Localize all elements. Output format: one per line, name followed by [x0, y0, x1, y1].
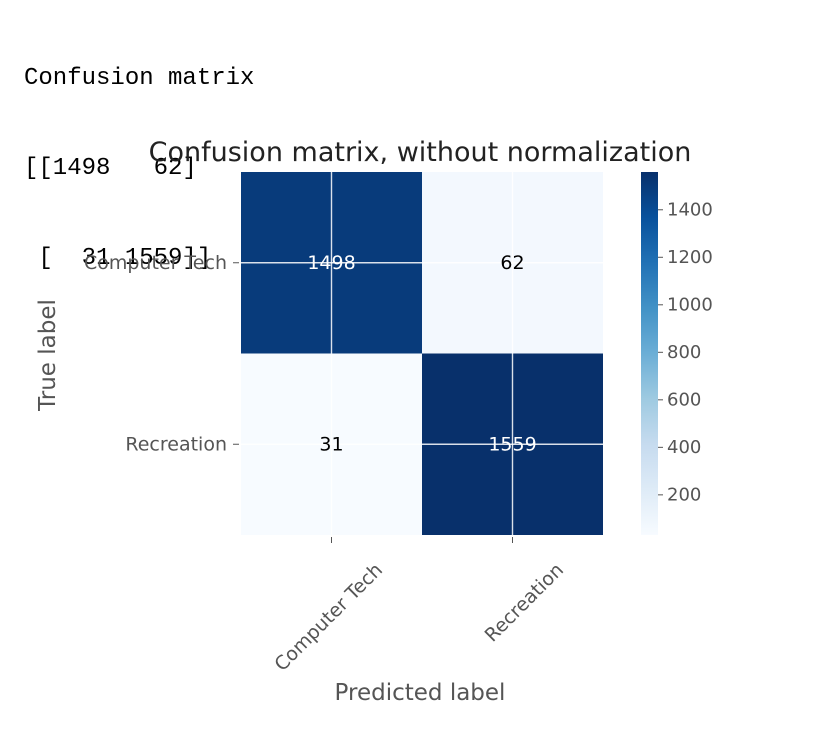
- console-line: Confusion matrix: [24, 65, 255, 92]
- colorbar-ticks: 200 400 600 800 1000 1200 1400: [658, 199, 713, 505]
- x-axis-label: Predicted label: [335, 680, 506, 706]
- cell-value-label: 1559: [488, 433, 536, 455]
- x-tick-label: Recreation: [481, 559, 568, 646]
- x-axis-ticks: Computer Tech Recreation: [270, 537, 568, 676]
- colorbar-tick-label: 600: [667, 389, 701, 410]
- colorbar-tick-label: 400: [667, 437, 701, 458]
- colorbar-tick-label: 1000: [667, 294, 713, 315]
- heatmap-grid: [241, 172, 603, 535]
- y-axis-label: True label: [35, 299, 61, 412]
- colorbar-tick-label: 800: [667, 342, 701, 363]
- console-line: [[1498 62]: [24, 155, 197, 182]
- x-tick-label: Computer Tech: [270, 559, 387, 676]
- y-tick-label: Computer Tech: [84, 252, 227, 274]
- colorbar-tick-label: 1400: [667, 199, 713, 220]
- cell-value-label: 1498: [307, 252, 355, 274]
- cell-value-label: 31: [319, 433, 343, 455]
- chart-title: Confusion matrix, without normalization: [149, 137, 692, 168]
- heatmap-cell-labels: 1498 62 31 1559: [307, 252, 536, 456]
- console-line: [ 31 1559]]: [24, 245, 212, 272]
- heatmap-cells: [241, 172, 603, 535]
- colorbar-tick-label: 1200: [667, 247, 713, 268]
- y-axis-ticks: Computer Tech Recreation: [84, 252, 239, 455]
- console-output: Confusion matrix [[1498 62] [ 31 1559]]: [24, 4, 254, 304]
- cell-value-label: 62: [500, 252, 524, 274]
- colorbar: [641, 172, 658, 535]
- y-tick-label: Recreation: [125, 433, 227, 455]
- colorbar-tick-label: 200: [667, 484, 701, 505]
